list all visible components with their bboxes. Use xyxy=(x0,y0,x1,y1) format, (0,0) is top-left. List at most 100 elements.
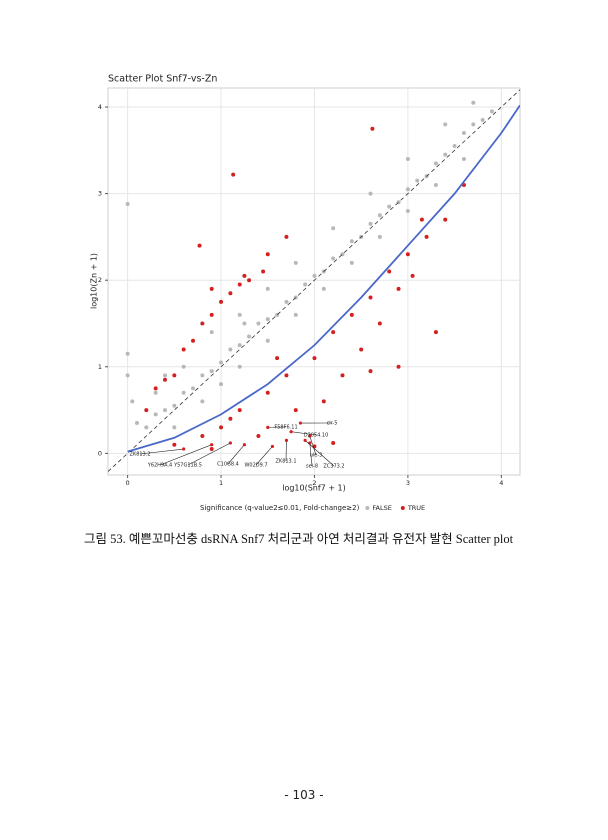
point xyxy=(172,442,177,447)
point xyxy=(489,109,494,114)
point xyxy=(256,434,261,439)
point xyxy=(419,217,424,222)
point xyxy=(162,377,167,382)
annotation-label: ule-3 xyxy=(310,453,323,459)
annotation-leader xyxy=(227,444,245,465)
point xyxy=(368,191,373,196)
annotation-label: clr-5 xyxy=(327,421,338,427)
point xyxy=(405,156,410,161)
point xyxy=(247,334,252,339)
legend-label: FALSE xyxy=(372,504,391,512)
point xyxy=(265,390,270,395)
point xyxy=(197,243,202,248)
x-tick-label: 1 xyxy=(219,479,223,487)
point xyxy=(209,447,214,452)
annotation-leader xyxy=(187,442,231,466)
point xyxy=(331,226,336,231)
point xyxy=(377,213,382,218)
point xyxy=(480,118,485,123)
point xyxy=(340,373,345,378)
point xyxy=(471,100,476,105)
point xyxy=(331,256,336,261)
annotated-point xyxy=(308,441,312,445)
point xyxy=(172,403,177,408)
x-tick-label: 3 xyxy=(406,479,410,487)
point xyxy=(134,421,139,426)
point xyxy=(209,369,214,374)
y-tick-label: 4 xyxy=(98,103,102,111)
point xyxy=(370,126,375,131)
point xyxy=(237,312,242,317)
point xyxy=(349,239,354,244)
annotation-label: Y57G11B.5 xyxy=(173,463,202,469)
point xyxy=(452,144,457,149)
point xyxy=(231,172,236,177)
x-axis-label: log10(Snf7 + 1) xyxy=(282,484,346,493)
point xyxy=(368,369,373,374)
point xyxy=(387,204,392,209)
point xyxy=(321,286,326,291)
annotated-point xyxy=(289,430,293,434)
point xyxy=(461,156,466,161)
point xyxy=(228,347,233,352)
point xyxy=(293,312,298,317)
annotation-leader xyxy=(291,431,317,436)
point xyxy=(265,317,270,322)
annotated-point xyxy=(242,443,246,447)
point xyxy=(405,208,410,213)
reference-diagonal xyxy=(108,89,520,472)
point xyxy=(377,321,382,326)
points xyxy=(108,89,520,472)
point xyxy=(368,295,373,300)
point xyxy=(265,338,270,343)
annotation-leader xyxy=(255,446,273,466)
x-tick-label: 2 xyxy=(312,479,316,487)
point xyxy=(410,273,415,278)
point xyxy=(172,373,177,378)
point xyxy=(349,260,354,265)
point xyxy=(415,178,420,183)
annotation-leader xyxy=(309,442,313,467)
point xyxy=(191,386,196,391)
point xyxy=(237,343,242,348)
point xyxy=(144,425,149,430)
annotation-label: W02D9.7 xyxy=(244,463,267,469)
point xyxy=(153,412,158,417)
annotations: ZK813.2 Y62H9A.4 Y57G11B.5 C10G8.4 W02D9.7 ZK… xyxy=(129,421,344,470)
point xyxy=(387,269,392,274)
scatter-chart: Scatter Plot Snf7-vs-Zn log10(Snf7 + 1) … xyxy=(90,74,521,512)
point xyxy=(284,373,289,378)
point xyxy=(200,434,205,439)
legend-swatch xyxy=(365,506,370,510)
point xyxy=(209,286,214,291)
y-tick-label: 1 xyxy=(98,363,102,371)
point xyxy=(377,234,382,239)
chart-title: Scatter Plot Snf7-vs-Zn xyxy=(108,74,217,85)
point xyxy=(293,260,298,265)
point xyxy=(181,347,186,352)
point xyxy=(368,221,373,226)
point xyxy=(237,364,242,369)
point xyxy=(312,356,317,361)
y-tick-label: 2 xyxy=(98,276,102,284)
x-tick-label: 4 xyxy=(499,479,503,487)
point xyxy=(312,273,317,278)
point xyxy=(228,416,233,421)
annotated-point xyxy=(210,443,214,447)
point xyxy=(219,360,224,365)
point xyxy=(242,273,247,278)
point xyxy=(153,390,158,395)
point xyxy=(405,252,410,257)
point xyxy=(331,440,336,445)
point xyxy=(443,122,448,127)
annotated-point xyxy=(298,421,303,425)
point xyxy=(359,347,364,352)
annotation-label: Y62H9A.4 xyxy=(147,463,172,469)
point xyxy=(209,330,214,335)
point xyxy=(242,321,247,326)
point xyxy=(261,269,266,274)
point xyxy=(275,356,280,361)
point xyxy=(125,202,130,207)
point xyxy=(265,252,270,257)
